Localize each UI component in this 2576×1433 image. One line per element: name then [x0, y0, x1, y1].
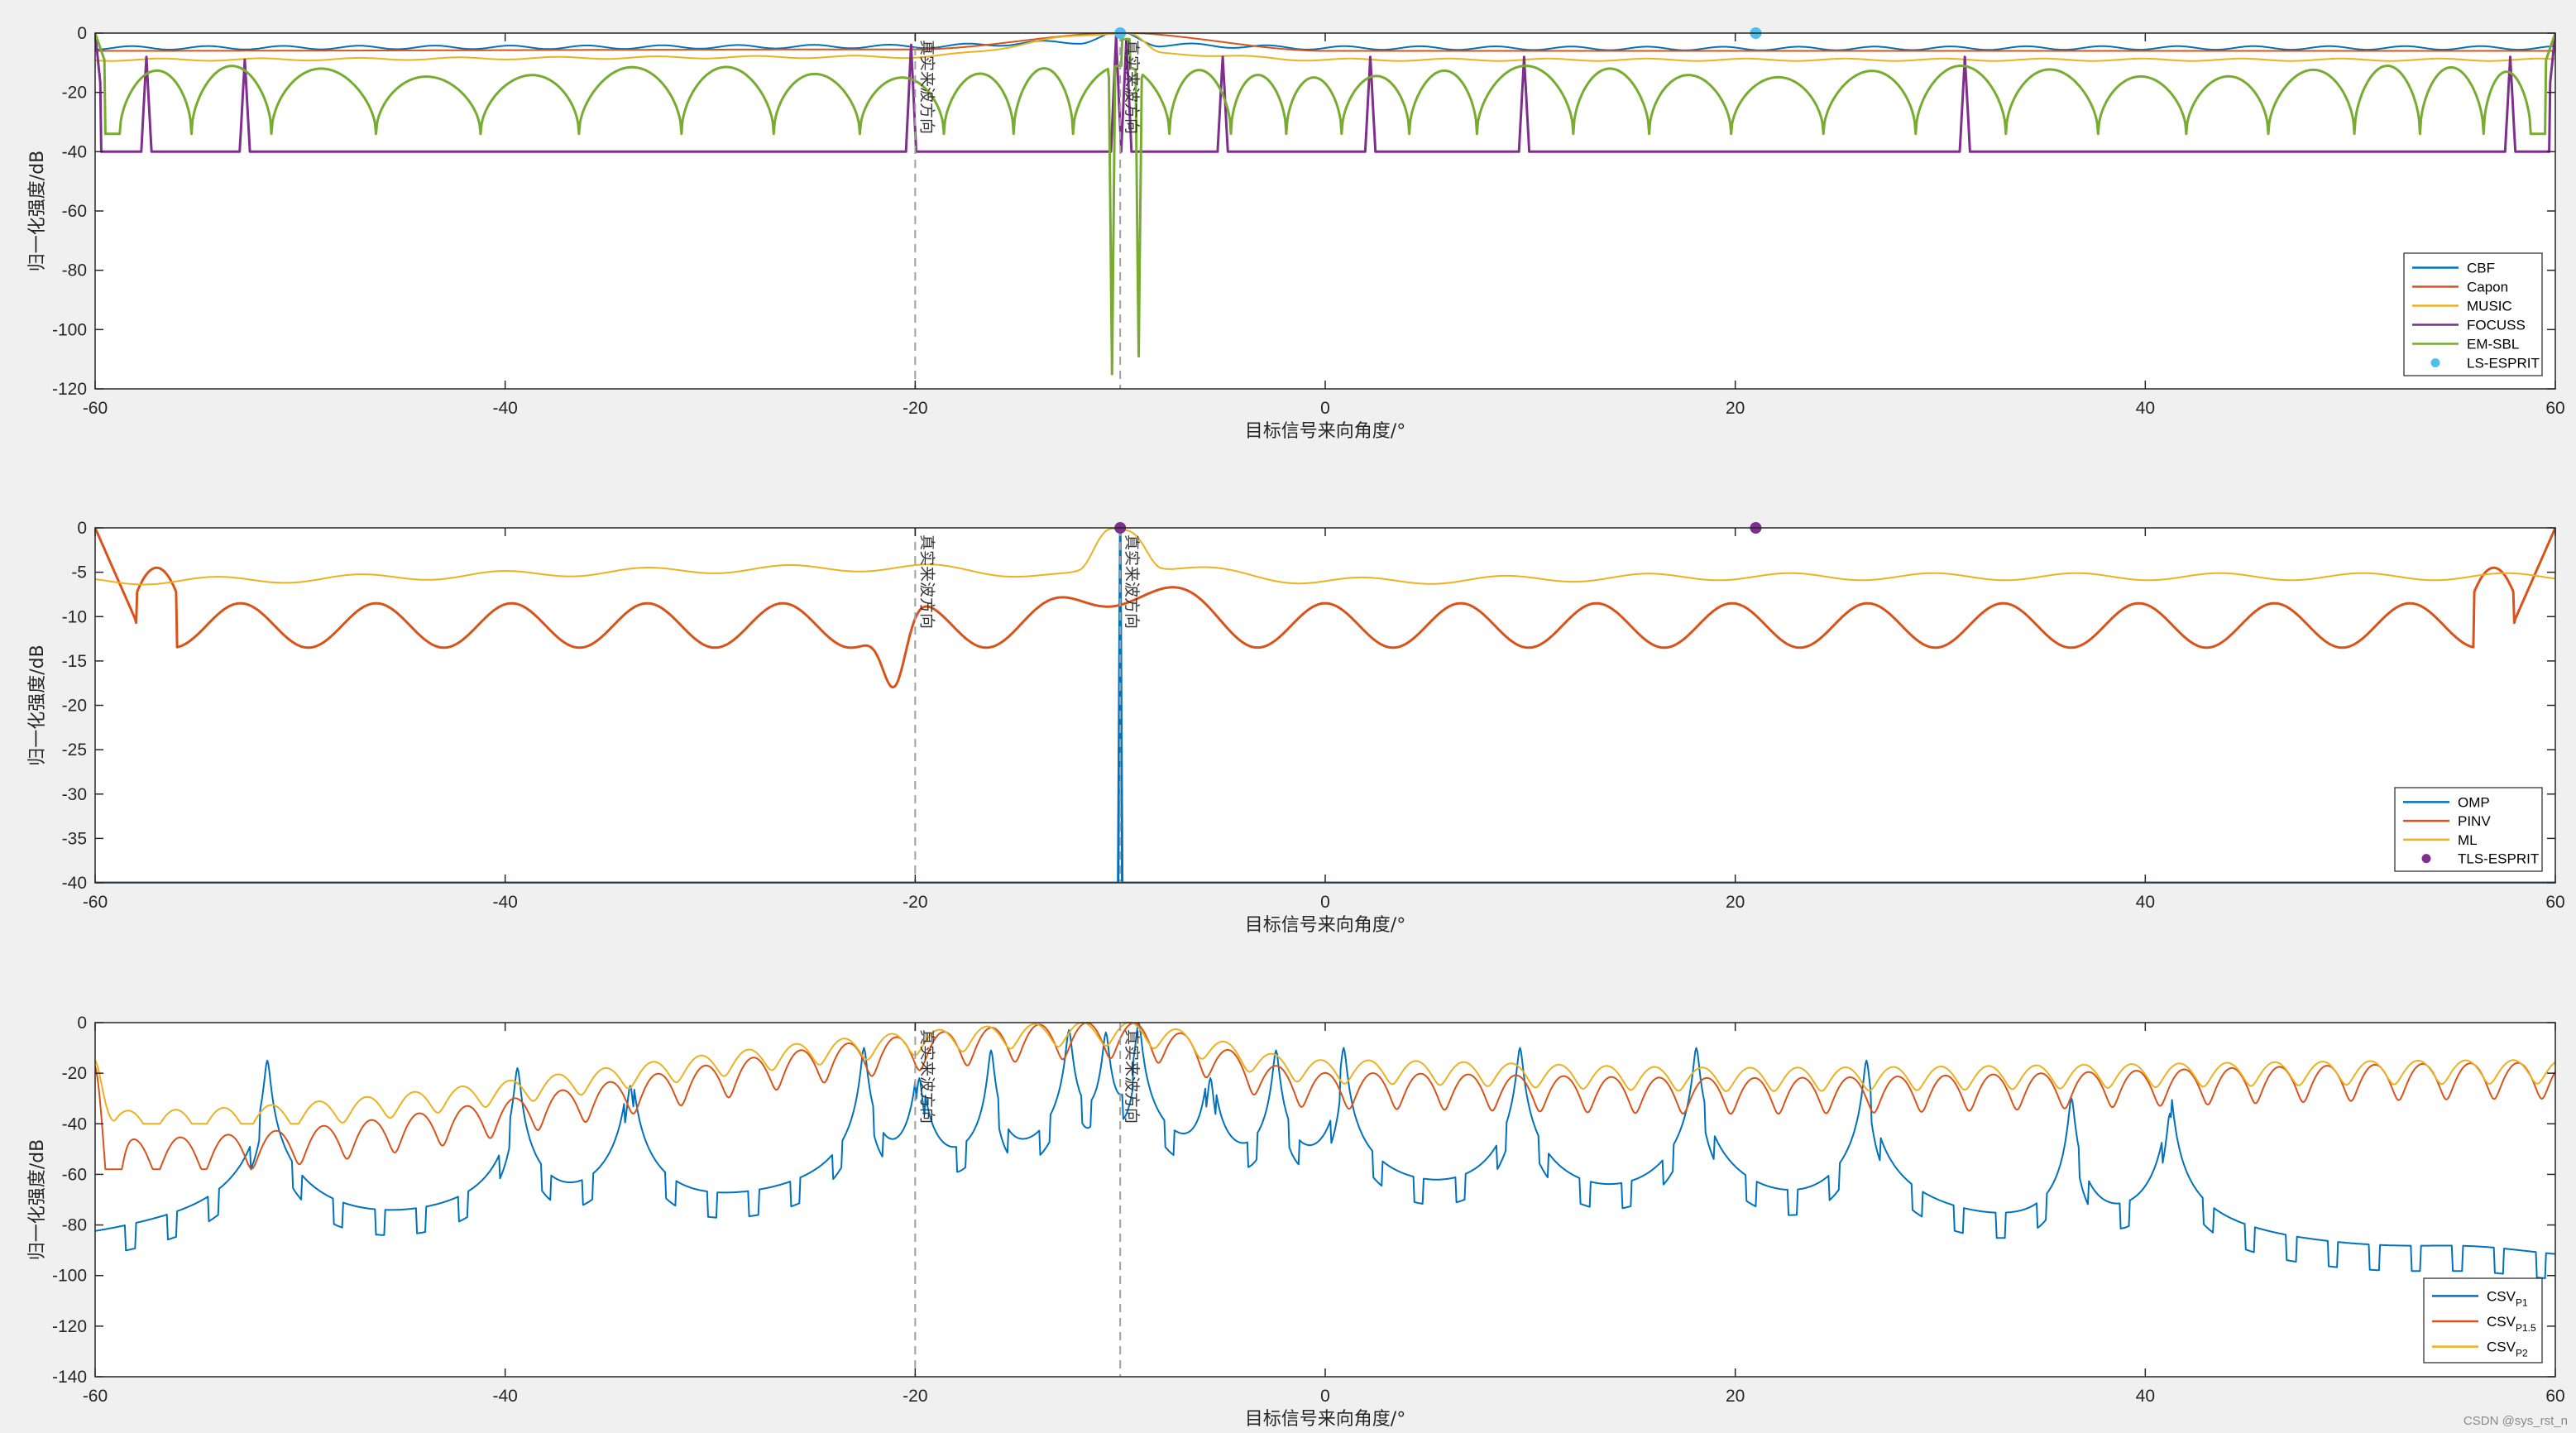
y-tick-label: 0	[77, 24, 87, 43]
x-tick-label: 40	[2136, 1387, 2155, 1406]
plot-area	[95, 33, 2555, 389]
y-tick-label: -60	[62, 1165, 87, 1184]
x-tick-label: -20	[903, 893, 927, 912]
y-tick-label: -80	[62, 261, 87, 280]
y-axis-label: 归一化强度/dB	[27, 151, 48, 271]
legend-subscript: P1.5	[2516, 1322, 2536, 1334]
y-tick-label: -40	[62, 142, 87, 161]
x-tick-label: 40	[2136, 893, 2155, 912]
y-tick-label: 0	[77, 519, 87, 538]
legend-entry: ML	[2458, 832, 2478, 848]
x-tick-label: 20	[1726, 1387, 1745, 1406]
series-group	[95, 1022, 2555, 1279]
x-tick-label: 60	[2545, 1387, 2564, 1406]
legend: CBF Capon MUSIC FOCUSS EM-SBL LS-ESPRIT	[2403, 252, 2543, 376]
y-tick-label: -120	[52, 380, 87, 399]
y-tick-label: -25	[62, 740, 87, 760]
x-tick-label: -20	[903, 1387, 927, 1406]
x-tick-label: -60	[83, 893, 108, 912]
legend-entry: PINV	[2458, 813, 2491, 829]
series-csv-p1	[95, 1022, 2555, 1279]
y-tick-label: -20	[62, 1064, 87, 1083]
x-tick-label: 0	[1320, 1387, 1330, 1406]
legend-entry: FOCUSS	[2467, 318, 2526, 333]
series-group	[95, 526, 2555, 883]
legend-entry: OMP	[2458, 794, 2490, 810]
x-tick-label: 40	[2136, 399, 2155, 418]
plot-area	[95, 1023, 2555, 1377]
legend-entry: CBF	[2467, 261, 2495, 276]
y-tick-label: -40	[62, 1114, 87, 1133]
x-tick-label: 60	[2545, 893, 2564, 912]
panel-3: 真实来波方向 真实来波方向 -60 -40 -20 0 20 40 60 0 -20 -40 -60 -8…	[27, 1014, 2565, 1430]
x-tick-label: 0	[1320, 893, 1330, 912]
legend-box	[2403, 252, 2543, 376]
x-tick-label: -40	[492, 399, 517, 418]
y-axis-label: 归一化强度/dB	[27, 645, 48, 765]
series-em-sbl	[95, 32, 2555, 376]
true-direction-label: 真实来波方向	[917, 534, 936, 629]
true-direction-label: 真实来波方向	[1123, 534, 1141, 629]
legend-entry: EM-SBL	[2467, 337, 2519, 352]
series-ml	[95, 527, 2555, 586]
true-direction-label: 真实来波方向	[1123, 40, 1141, 134]
y-tick-label: -30	[62, 785, 87, 804]
y-tick-label: -15	[62, 652, 87, 671]
series-pinv	[95, 527, 2555, 689]
watermark: CSDN @sys_rst_n	[2463, 1414, 2568, 1428]
x-tick-label: 20	[1726, 399, 1745, 418]
x-tick-label: 0	[1320, 399, 1330, 418]
y-tick-label: -120	[52, 1317, 87, 1336]
y-axis-label: 归一化强度/dB	[27, 1139, 48, 1260]
x-tick-label: -20	[903, 399, 927, 418]
series-music	[95, 32, 2555, 62]
legend-entry: TLS-ESPRIT	[2458, 851, 2539, 867]
legend-marker	[2430, 358, 2440, 367]
x-tick-label: 20	[1726, 893, 1745, 912]
y-tick-label: -40	[62, 874, 87, 893]
x-axis-label: 目标信号来向角度/°	[1245, 421, 1405, 442]
y-tick-label: -100	[52, 1267, 87, 1286]
series-csv-p2	[95, 1022, 2555, 1125]
y-tick-label: -10	[62, 607, 87, 626]
legend-subscript: P1	[2516, 1296, 2528, 1308]
y-tick-label: -100	[52, 320, 87, 339]
x-tick-label: 60	[2545, 399, 2564, 418]
true-direction-label: 真实来波方向	[917, 1029, 936, 1124]
x-axis-label: 目标信号来向角度/°	[1245, 1409, 1405, 1430]
plot-area	[95, 528, 2555, 883]
y-tick-label: -20	[62, 697, 87, 716]
x-tick-label: -60	[83, 1387, 108, 1406]
true-direction-label: 真实来波方向	[917, 40, 936, 134]
legend: OMP PINV ML TLS-ESPRIT	[2394, 787, 2543, 872]
series-group	[95, 32, 2555, 376]
x-tick-label: -60	[83, 399, 108, 418]
y-tick-label: -5	[71, 563, 87, 582]
series-csv-p1.5	[95, 1022, 2555, 1171]
legend-subscript: P2	[2516, 1348, 2528, 1359]
panel-2: 真实来波方向 真实来波方向-60 -40 -20 0 20 40 600-5-10-15-20…	[27, 519, 2565, 936]
x-tick-label: -40	[492, 893, 517, 912]
series-focuss	[95, 32, 2555, 153]
y-tick-label: -80	[62, 1216, 87, 1235]
series-capon	[95, 32, 2555, 52]
legend-entry: MUSIC	[2467, 299, 2512, 314]
legend-entry: Capon	[2467, 280, 2508, 295]
legend-entry: LS-ESPRIT	[2467, 356, 2540, 371]
panel-1: 真实来波方向 真实来波方向 -60 -40 -20 0 20 40 60 0 -20 -40 -60 -8…	[27, 24, 2565, 442]
y-tick-label: -140	[52, 1368, 87, 1387]
y-tick-label: -20	[62, 84, 87, 103]
series-cbf	[95, 32, 2555, 51]
x-axis-label: 目标信号来向角度/°	[1245, 915, 1405, 936]
y-tick-label: -35	[62, 829, 87, 848]
y-tick-label: -60	[62, 202, 87, 221]
y-tick-label: 0	[77, 1014, 87, 1033]
legend-marker	[2421, 854, 2431, 864]
true-direction-label: 真实来波方向	[1123, 1029, 1141, 1124]
x-tick-label: -40	[492, 1387, 517, 1406]
